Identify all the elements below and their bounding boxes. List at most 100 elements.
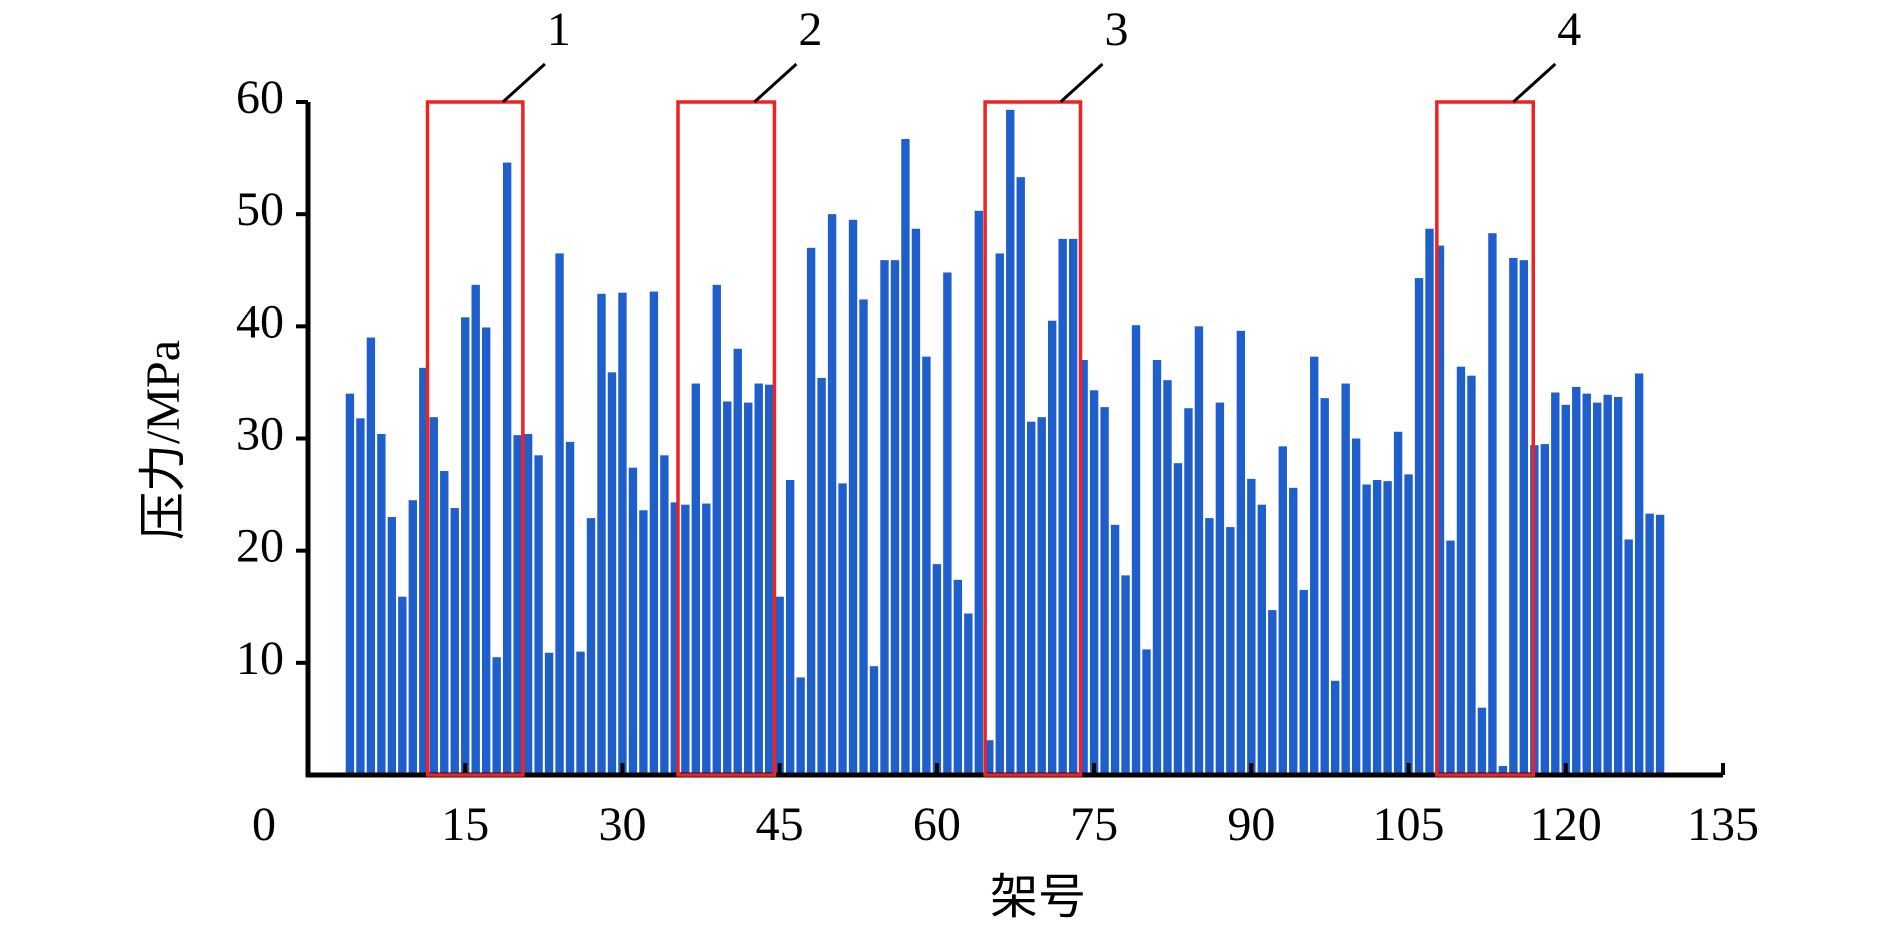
bar [544,652,554,775]
bar [1173,463,1183,775]
bar [995,253,1004,776]
bar [660,455,669,775]
bar [901,139,910,775]
bar [1027,421,1036,775]
bar [775,596,784,775]
bar [1456,366,1466,775]
bar [1310,356,1319,775]
bar [1268,610,1277,775]
bar [1330,680,1340,775]
bar [586,518,596,775]
bar [985,740,994,775]
bar [1498,766,1508,775]
bar [943,272,952,775]
bar [723,401,732,775]
x-tick-label: 135 [1687,798,1759,851]
annotation-label: 4 [1557,3,1581,56]
bar [1247,478,1256,775]
annotation-box [983,100,1083,777]
bar [1058,238,1067,776]
bar [1163,380,1172,775]
bar [974,210,984,776]
y-tick-label: 40 [236,295,284,348]
bar [890,260,900,775]
bar [1645,513,1654,775]
bar [1551,392,1560,775]
bar [1110,524,1120,775]
bar [1079,359,1088,775]
bar [1194,326,1204,775]
bar [513,435,522,775]
bar [1257,504,1267,775]
bar [1624,539,1633,775]
bar [1184,408,1193,775]
bar [628,467,638,775]
bar [1414,278,1424,775]
bar [1582,393,1591,775]
bar [1089,390,1099,775]
x-tick-label: 0 [252,798,276,851]
bar [911,228,921,775]
y-tick-label: 20 [236,520,284,573]
annotation-leader [501,62,546,104]
bar [1341,383,1350,775]
bar [607,372,617,775]
bar [785,480,795,775]
bar [953,579,963,775]
x-tick-label: 90 [1227,798,1275,851]
annotation-label: 2 [798,3,822,56]
bar [492,657,501,775]
bar [1477,707,1487,775]
bar [1006,109,1015,775]
bar [1068,238,1078,776]
bar [1572,386,1581,775]
bar [1320,398,1329,775]
y-axis-label: 压力/MPa [137,340,190,540]
bar [377,434,386,775]
y-tick-label: 30 [236,408,284,461]
bar [356,418,365,775]
bar [806,247,816,776]
bar [419,367,428,775]
bar [1372,480,1382,775]
bar [461,317,470,775]
bar [838,483,847,775]
bar [1435,245,1445,775]
bar [555,253,564,776]
bar [1215,402,1225,775]
bar [450,508,459,775]
bar [1299,589,1308,775]
bar [366,337,376,775]
bar [1404,474,1413,775]
bar [859,299,868,775]
bar [1100,407,1109,775]
bar [597,293,606,775]
bar [440,471,449,775]
x-tick-label: 120 [1530,798,1602,851]
bar [1278,446,1287,775]
bar [1351,438,1361,775]
bar [1393,431,1403,775]
bar [1362,484,1371,775]
bar [345,393,355,775]
x-tick-label: 45 [756,798,804,851]
bar [1603,394,1612,775]
bar [1121,575,1130,775]
x-tick-label: 15 [441,798,489,851]
bar [1467,375,1476,775]
bar [471,284,480,775]
bar [429,417,438,775]
bar [796,677,805,775]
bar [387,517,397,775]
bar [502,162,512,775]
x-tick-label: 75 [1070,798,1118,851]
x-axis-label: 架号 [990,871,1086,924]
annotation-leader [753,62,798,104]
bar [1655,514,1665,775]
bar [880,260,889,775]
bar [764,384,774,775]
bar [1446,540,1455,775]
x-tick-label: 30 [598,798,646,851]
bar [681,504,690,775]
